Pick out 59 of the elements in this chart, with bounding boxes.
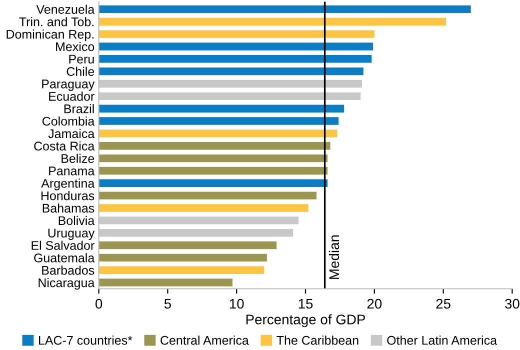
legend-label: Central America <box>160 336 249 345</box>
y-tick-label: Nicaragua <box>38 278 95 290</box>
y-tick-label: Ecuador <box>49 92 94 101</box>
y-tick-label: Belize <box>62 154 94 163</box>
bar <box>98 166 328 175</box>
y-tick-label: Panama <box>49 166 95 176</box>
y-tick-label: El Salvador <box>32 240 94 250</box>
y-tick-label: Argentina <box>41 178 95 190</box>
x-tick-label: 25 <box>436 298 450 309</box>
y-tick-label: Honduras <box>41 191 94 200</box>
ref-line-label: Median <box>328 235 340 279</box>
bar <box>98 80 362 88</box>
bar <box>98 18 446 26</box>
bar <box>98 192 317 200</box>
x-tick-label: 0 <box>95 298 102 309</box>
y-tick-label: Bolivia <box>58 216 95 226</box>
bar <box>98 204 308 212</box>
y-tick-label: Uruguay <box>48 228 95 240</box>
legend-label: The Caribbean <box>276 336 358 345</box>
y-tick-label: Peru <box>69 54 94 64</box>
bar <box>98 30 374 38</box>
bar <box>98 241 277 250</box>
bar <box>98 228 294 237</box>
bar <box>98 117 339 125</box>
bar <box>98 154 328 162</box>
x-axis-title: Percentage of GDP <box>246 314 365 328</box>
bar <box>98 266 264 274</box>
y-tick-label: Chile <box>66 66 94 76</box>
bar <box>98 5 471 14</box>
y-tick-label: Costa Rica <box>34 141 95 151</box>
x-tick-label: 30 <box>505 298 520 309</box>
y-tick-label: Barbados <box>42 266 94 275</box>
bar <box>98 92 361 100</box>
y-tick-label: Trin. and Tob. <box>19 17 94 26</box>
legend-label: Other Latin America <box>387 336 498 345</box>
legend-label: LAC-7 countries* <box>39 336 132 345</box>
bar <box>98 216 299 224</box>
bar <box>98 104 344 112</box>
y-tick-label: Paraguay <box>42 80 95 91</box>
bar <box>98 42 374 50</box>
bar <box>98 142 330 150</box>
bar <box>98 278 232 286</box>
bar <box>98 254 267 262</box>
x-tick-label: 10 <box>230 298 244 309</box>
x-tick-label: 5 <box>164 298 171 309</box>
bar <box>98 179 328 187</box>
bar <box>98 130 338 138</box>
y-tick-label: Brazil <box>64 104 94 114</box>
y-tick-label: Colombia <box>42 116 95 126</box>
y-tick-label: Jamaica <box>48 128 95 138</box>
x-tick-label: 15 <box>298 298 313 309</box>
y-tick-label: Venezuela <box>36 4 95 14</box>
y-tick-label: Bahamas <box>42 203 94 213</box>
x-tick-label: 20 <box>367 298 382 309</box>
y-tick-label: Dominican Rep. <box>6 30 94 42</box>
bar <box>98 55 372 63</box>
y-tick-label: Mexico <box>56 42 94 52</box>
bar <box>98 67 364 76</box>
y-tick-label: Guatemala <box>34 253 95 262</box>
